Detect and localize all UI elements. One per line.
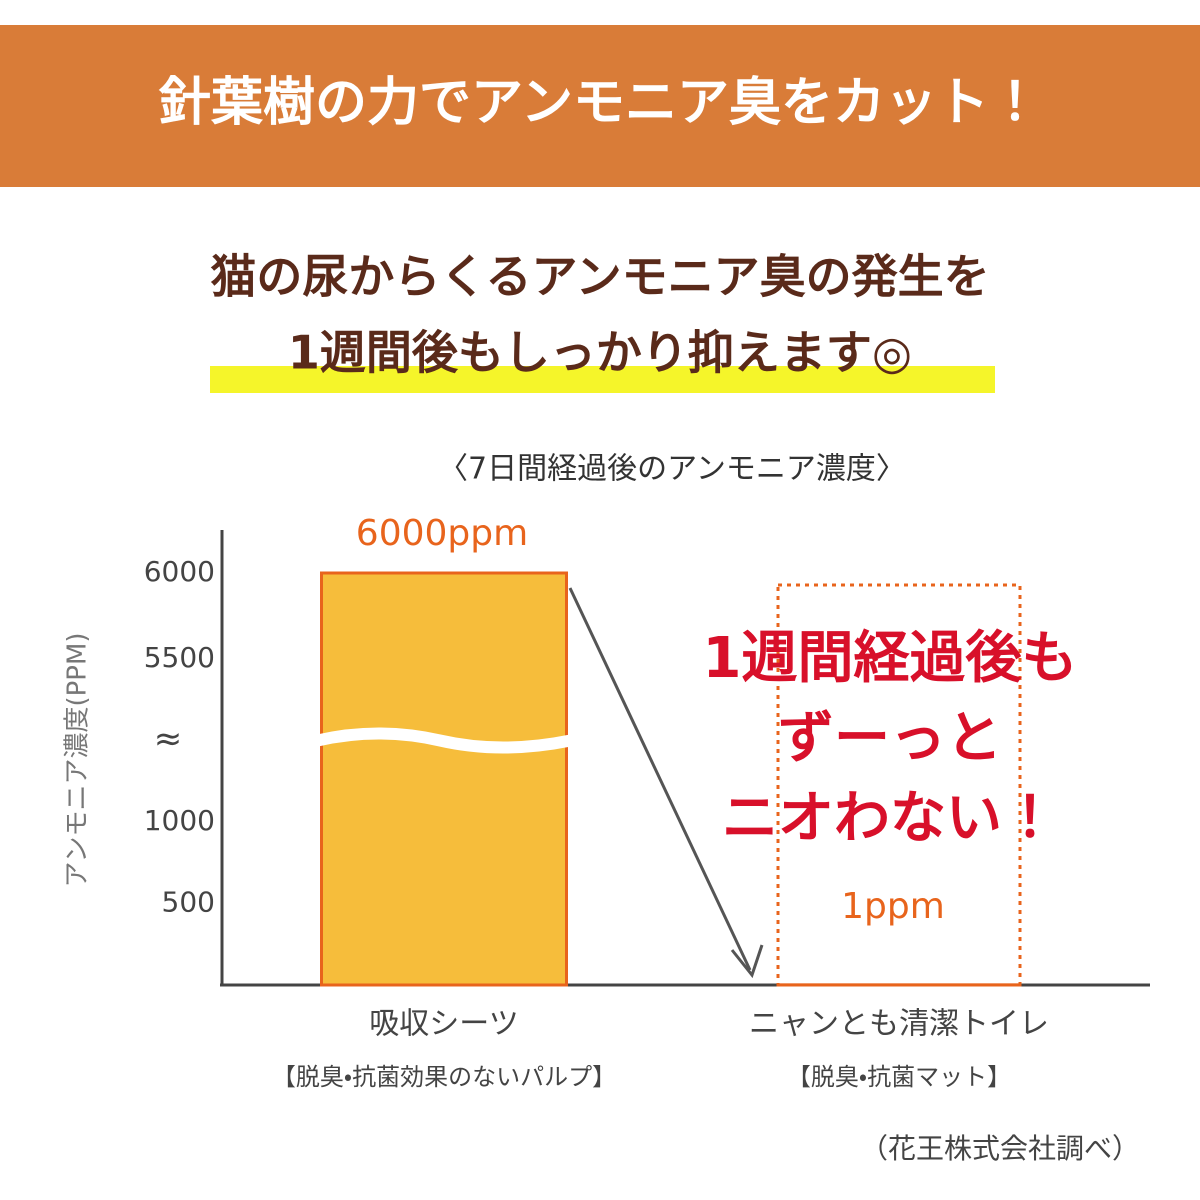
y-axis-label: アンモニア濃度(PPM) xyxy=(63,632,93,887)
x-tick-label: 吸収シーツ xyxy=(369,1007,518,1042)
axis-break-label: ≈ xyxy=(154,719,183,759)
chart-title: 〈7日間経過後のアンモニア濃度〉 xyxy=(438,452,906,487)
category-note: 【脱臭・抗菌マット】 xyxy=(787,1063,1011,1091)
highlight xyxy=(210,366,995,393)
highlight-box xyxy=(776,583,1022,987)
value-label: 6000ppm xyxy=(356,513,528,554)
annotation: ニオわない！ xyxy=(722,786,1058,851)
y-tick-label: 500 xyxy=(162,886,215,919)
annotation: 1週間経過後も xyxy=(703,626,1078,691)
header-band xyxy=(0,25,1200,187)
header-title: 針葉樹の力でアンモニア臭をカット！ xyxy=(158,73,1041,133)
y-tick-label: 1000 xyxy=(144,804,215,837)
subtitle: 1週間後もしっかり抑えます◎ xyxy=(288,326,912,380)
bar xyxy=(320,571,568,987)
source: （花王株式会社調べ） xyxy=(860,1132,1140,1165)
category-note: 【脱臭・抗菌効果のないパルプ】 xyxy=(272,1063,616,1091)
annotation: ずーっと xyxy=(778,706,1002,771)
x-tick-label: ニャンとも清潔トイレ xyxy=(749,1007,1049,1042)
value-label: 1ppm xyxy=(841,886,945,927)
plot xyxy=(316,571,1022,987)
subtitle: 猫の尿からくるアンモニア臭の発生を xyxy=(210,250,989,304)
y-tick-label: 5500 xyxy=(144,641,215,674)
arrow xyxy=(568,587,752,971)
y-tick-label: 6000 xyxy=(144,555,215,588)
break-gap xyxy=(316,727,572,754)
arrow-head xyxy=(730,944,764,979)
